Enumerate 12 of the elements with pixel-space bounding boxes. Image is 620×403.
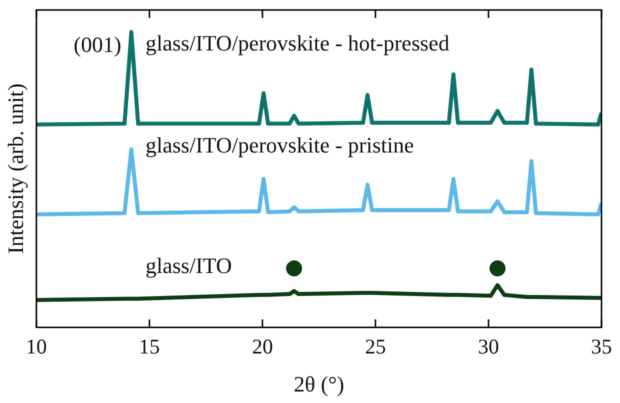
x-tick-label: 25	[364, 334, 386, 359]
y-axis-title: Intensity (arb. unit)	[2, 83, 28, 254]
x-tick-label: 10	[26, 334, 47, 359]
series-label: glass/ITO/perovskite - hot-pressed	[145, 30, 450, 56]
annotation: (001)	[74, 32, 122, 57]
x-tick-label: 35	[591, 334, 612, 359]
series-label: glass/ITO	[145, 252, 232, 278]
series-label: glass/ITO/perovskite - pristine	[145, 132, 414, 158]
x-tick-label: 20	[252, 334, 273, 359]
x-axis-title: 2θ (°)	[294, 372, 344, 397]
x-tick-label: 30	[478, 334, 499, 359]
x-tick-label: 15	[138, 334, 160, 359]
